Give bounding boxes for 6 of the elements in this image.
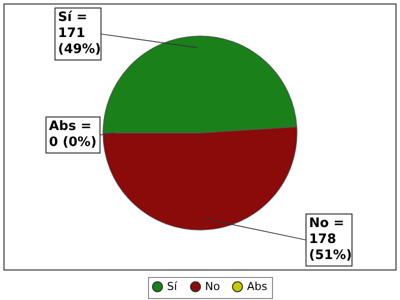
data-label: No = 178 (51%) — [309, 216, 352, 263]
data-label: Sí = 171 (49%) — [58, 10, 101, 57]
text: Abs = 0 (0%) — [49, 119, 97, 150]
legend-label: Abs — [247, 280, 268, 293]
legend-label: No — [205, 280, 220, 293]
legend-label: Sí — [167, 280, 178, 293]
